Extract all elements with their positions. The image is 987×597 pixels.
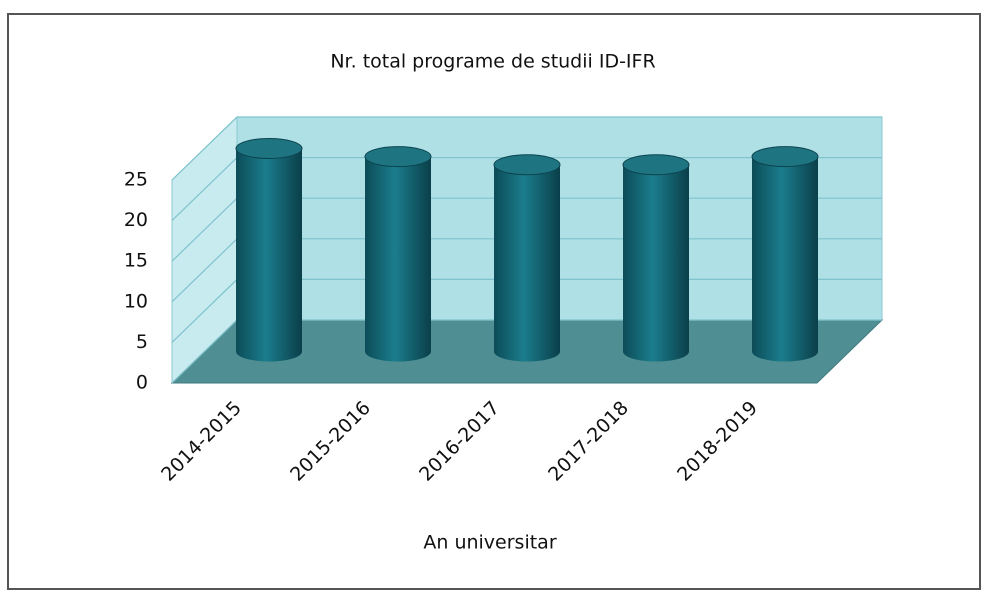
y-tick-label: 5 bbox=[136, 331, 148, 353]
bar bbox=[364, 146, 432, 362]
y-tick-label: 25 bbox=[124, 169, 148, 191]
bar-top bbox=[622, 154, 690, 176]
y-tick-label: 15 bbox=[124, 250, 148, 272]
bar-top bbox=[493, 154, 561, 176]
bar-body bbox=[494, 164, 560, 362]
bar-body bbox=[752, 156, 818, 362]
bar bbox=[235, 138, 303, 362]
bar-top bbox=[364, 146, 432, 168]
x-axis-title: An universitar bbox=[423, 532, 556, 554]
y-tick-label: 20 bbox=[124, 209, 148, 231]
bar bbox=[751, 146, 819, 362]
bar-top bbox=[751, 146, 819, 168]
chart-title: Nr. total programe de studii ID-IFR bbox=[330, 51, 655, 73]
bar bbox=[622, 154, 690, 362]
bar-body bbox=[236, 148, 302, 362]
grid-line bbox=[171, 116, 882, 181]
y-tick-label: 0 bbox=[136, 372, 148, 394]
bar bbox=[493, 154, 561, 362]
bar-body bbox=[365, 156, 431, 362]
y-tick-label: 10 bbox=[124, 290, 148, 312]
bar-body bbox=[623, 164, 689, 362]
bar-top bbox=[235, 138, 303, 159]
